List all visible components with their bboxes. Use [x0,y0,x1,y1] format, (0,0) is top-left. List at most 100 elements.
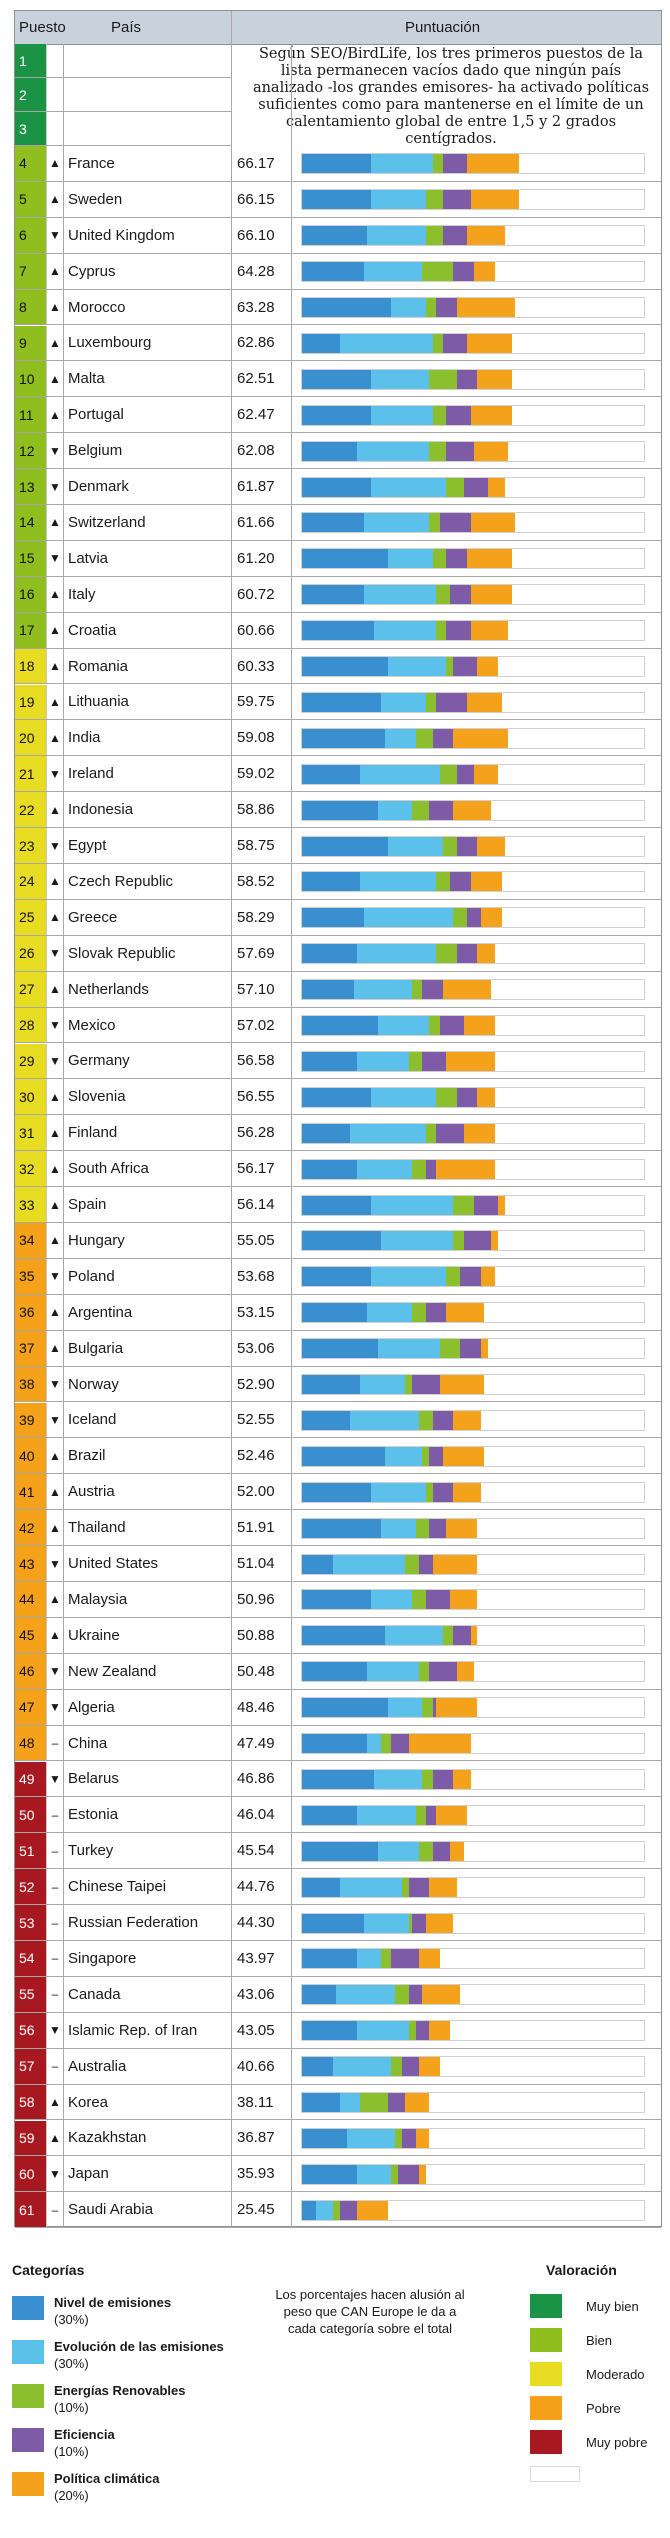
rank-cell: 3 [15,112,47,145]
bar-segment-eficiencia [418,1554,433,1574]
country-name: Russian Federation [68,1914,199,1932]
bar-segment-evolucion [350,1123,426,1143]
score-bar [301,620,645,642]
score-value: 61.20 [237,549,275,567]
bar-segment-evolucion [363,513,430,533]
bar-segment-politica [477,657,499,677]
bar-segment-renovables [408,1913,413,1933]
rank-cell: 32 [15,1151,47,1187]
trend-indicator: ▲ [49,1305,61,1320]
trend-indicator: ▲ [49,515,61,530]
rating-label: Muy pobre [586,2435,648,2450]
rank-cell: 43 [15,1546,47,1581]
bar-segment-eficiencia [432,728,454,748]
rank-cell: 11 [15,397,47,433]
score-bar [301,799,645,821]
bar-segment-renovables [394,2128,402,2148]
categories-title: Categorías [12,2262,85,2278]
score-value: 38.11 [237,2093,274,2111]
bar-segment-eficiencia [446,621,471,641]
country-name: Argentina [68,1303,133,1321]
bar-segment-politica [456,298,516,318]
bar-segment-evolucion [370,477,447,497]
bar-segment-eficiencia [422,1051,447,1071]
bar-segment-eficiencia [391,1734,409,1754]
score-bar [301,1876,645,1898]
bar-segment-eficiencia [439,513,471,533]
rank-cell: 57 [15,2048,47,2084]
empty-rank-row: 1 [15,44,231,78]
rank-cell: 18 [15,648,47,684]
bar-segment-eficiencia [388,2093,406,2113]
bar-segment-eficiencia [429,1518,447,1538]
bar-segment-emisiones [302,298,392,318]
table-row: 5 ▲ Sweden 66.15 [15,181,661,218]
bar-segment-politica [456,1662,474,1682]
bar-segment-eficiencia [443,226,468,246]
score-value: 25.45 [237,2201,275,2219]
score-bar [301,1409,645,1431]
bar-segment-politica [449,1841,464,1861]
bar-segment-eficiencia [425,1590,450,1610]
score-bar [301,548,645,570]
trend-indicator: ▲ [49,335,61,350]
table-row: 16 ▲ Italy 60.72 [15,576,661,613]
bar-segment-politica [415,2128,430,2148]
table-row: 37 ▲ Bulgaria 53.06 [15,1330,661,1367]
rank-cell: 1 [15,44,47,77]
trend-indicator: – [51,1736,59,1751]
rank-cell: 38 [15,1366,47,1402]
table-row: 49 ▼ Belarus 46.86 [15,1761,661,1798]
table-row: 12 ▼ Belgium 62.08 [15,433,661,470]
rank-cell: 34 [15,1223,47,1258]
trend-indicator: ▼ [49,1771,61,1786]
bar-segment-renovables [381,1734,392,1754]
bar-segment-evolucion [370,154,433,174]
bar-segment-eficiencia [432,1698,437,1718]
table-row: 19 ▲ Lithuania 59.75 [15,684,661,721]
bar-segment-politica [446,1303,485,1323]
bar-segment-politica [467,226,505,246]
bar-segment-eficiencia [463,1231,492,1251]
bar-segment-renovables [422,1446,430,1466]
bar-segment-politica [446,1051,495,1071]
bar-segment-evolucion [391,298,426,318]
score-value: 57.02 [237,1016,275,1034]
bar-segment-eficiencia [467,908,481,928]
bar-segment-politica [408,1734,471,1754]
score-bar [301,656,645,678]
table-row: 10 ▲ Malta 62.51 [15,361,661,398]
bar-segment-emisiones [302,764,361,784]
score-bar [301,2199,645,2221]
bar-segment-evolucion [357,1051,409,1071]
bar-segment-emisiones [302,872,361,892]
bar-segment-politica [436,1805,468,1825]
country-name: Switzerland [68,513,146,531]
bar-segment-renovables [422,1769,433,1789]
bar-segment-renovables [436,1087,457,1107]
bar-segment-evolucion [370,190,426,210]
rank-cell: 47 [15,1689,47,1725]
bar-segment-emisiones [302,441,358,461]
bar-segment-renovables [432,154,444,174]
bar-segment-politica [357,2200,388,2220]
bar-segment-evolucion [384,1446,423,1466]
bar-segment-emisiones [302,836,388,856]
bar-segment-eficiencia [474,1195,499,1215]
country-name: Croatia [68,621,117,639]
score-bar [301,1948,645,1970]
rating-label: Pobre [586,2401,621,2416]
bar-segment-politica [474,262,495,282]
country-name: United States [68,1555,159,1573]
country-name: Islamic Rep. of Iran [68,2021,198,2039]
score-bar [301,979,645,1001]
table-row: 46 ▼ New Zealand 50.48 [15,1653,661,1690]
bar-segment-eficiencia [432,1841,450,1861]
score-bar [301,1302,645,1324]
score-bar [301,261,645,283]
score-bar [301,584,645,606]
table-row: 35 ▼ Poland 53.68 [15,1258,661,1295]
country-name: Brazil [68,1447,106,1465]
trend-indicator: ▼ [49,1018,61,1033]
trend-indicator: ▲ [49,1125,61,1140]
